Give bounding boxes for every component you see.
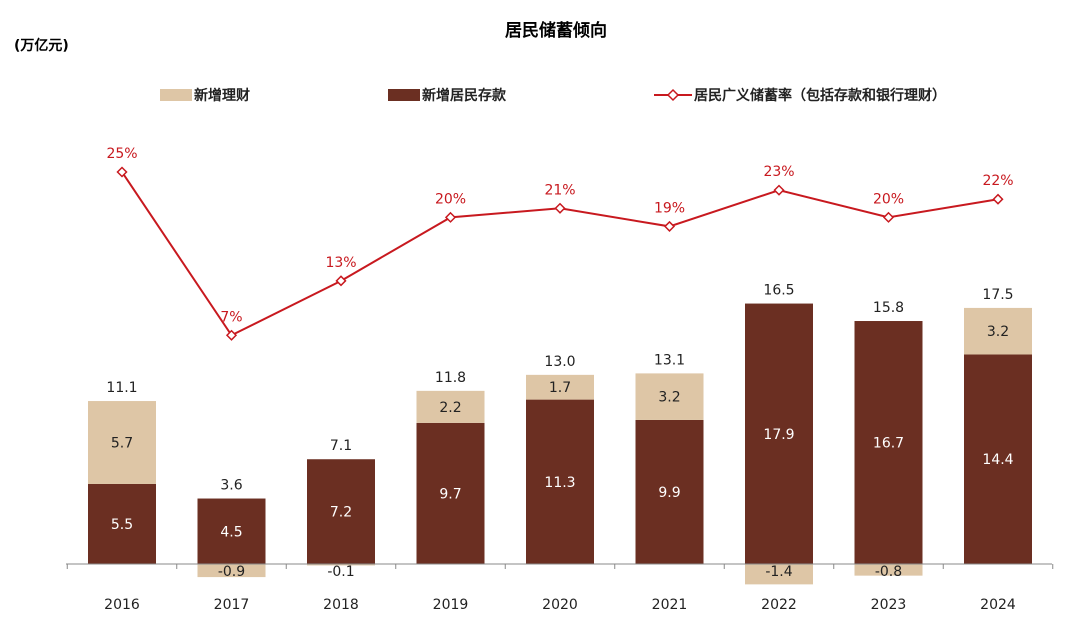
legend: 新增理财 新增居民存款 居民广义储蓄率（包括存款和银行理财） — [160, 87, 946, 104]
x-tick-label-2016: 2016 — [104, 597, 140, 613]
data-label-wealth-2022: -1.4 — [765, 564, 792, 580]
data-label-total-2022: 16.5 — [763, 283, 794, 299]
chart-title: 居民储蓄倾向 — [505, 20, 607, 41]
data-label-deposit-2020: 11.3 — [544, 475, 575, 491]
bar-wealth-2022 — [745, 564, 813, 585]
bar-wealth-2019 — [416, 390, 485, 423]
bar-wealth-2016 — [88, 401, 156, 484]
unit-label: (万亿元) — [14, 37, 69, 54]
bar-labels: 5.5 5.7 11.1 4.5 -0.9 3.6 7.2 -0.1 7.1 9.7 2.2 11.8… — [106, 283, 1013, 580]
data-label-deposit-2016: 5.5 — [111, 517, 133, 533]
savings-rate-point-2019 — [444, 211, 457, 223]
savings-rate-point-2021 — [663, 220, 676, 232]
data-label-wealth-2020: 1.7 — [549, 380, 571, 396]
savings-rate-point-2024 — [992, 193, 1004, 205]
data-label-total-2017: 3.6 — [220, 478, 242, 494]
savings-rate-line-layer: 25% 7% 13% 20% 21% 19% 23% 20% 22% — [106, 146, 1014, 341]
legend-item-deposit: 新增居民存款 — [388, 87, 507, 104]
bar-wealth-2021 — [635, 373, 704, 420]
savings-rate-label-2020: 21% — [544, 182, 575, 198]
bar-wealth-2018 — [307, 564, 375, 566]
bar-deposit-2017 — [197, 498, 266, 564]
data-label-deposit-2021: 9.9 — [658, 485, 680, 501]
data-label-deposit-2022: 17.9 — [763, 427, 794, 443]
data-label-wealth-2016: 5.7 — [111, 436, 133, 452]
bars-layer — [88, 303, 1032, 585]
savings-rate-label-2024: 22% — [982, 173, 1013, 189]
data-label-wealth-2024: 3.2 — [987, 324, 1009, 340]
data-label-deposit-2019: 9.7 — [439, 486, 461, 502]
savings-rate-label-2023: 20% — [873, 191, 904, 207]
legend-diamond-icon — [666, 88, 680, 102]
data-label-total-2023: 15.8 — [873, 300, 904, 316]
savings-rate-label-2019: 20% — [435, 191, 466, 207]
savings-rate-point-2016 — [116, 166, 128, 178]
x-tick-label-2023: 2023 — [871, 597, 907, 613]
savings-rate-label-2018: 13% — [325, 255, 356, 271]
savings-rate-label-2016: 25% — [106, 146, 137, 162]
legend-label-wealth: 新增理财 — [194, 87, 250, 104]
bar-deposit-2022 — [745, 303, 813, 564]
data-label-wealth-2021: 3.2 — [658, 390, 680, 406]
x-tick-label-2020: 2020 — [542, 597, 578, 613]
savings-rate-point-2022 — [773, 184, 785, 196]
legend-item-savings-rate: 居民广义储蓄率（包括存款和银行理财） — [654, 87, 946, 104]
x-tick-label-2022: 2022 — [761, 597, 797, 613]
legend-item-wealth: 新增理财 — [160, 87, 250, 104]
data-label-deposit-2017: 4.5 — [220, 524, 242, 540]
data-label-total-2021: 13.1 — [654, 352, 685, 368]
savings-rate-point-2023 — [882, 211, 895, 223]
bar-wealth-2020 — [526, 374, 594, 400]
bar-deposit-2019 — [416, 422, 485, 564]
x-tick-label-2021: 2021 — [652, 597, 688, 613]
bar-wealth-2017 — [197, 564, 266, 578]
data-label-wealth-2017: -0.9 — [218, 564, 245, 580]
x-tick-label-2018: 2018 — [323, 597, 359, 613]
data-label-wealth-2019: 2.2 — [439, 400, 461, 416]
data-label-total-2020: 13.0 — [544, 354, 575, 370]
bar-deposit-2016 — [88, 483, 156, 564]
x-tick-label-2024: 2024 — [980, 597, 1016, 613]
legend-label-deposit: 新增居民存款 — [422, 87, 507, 104]
data-label-deposit-2023: 16.7 — [873, 436, 904, 452]
bar-wealth-2023 — [854, 564, 923, 576]
data-label-deposit-2024: 14.4 — [982, 452, 1013, 468]
data-label-deposit-2018: 7.2 — [330, 505, 352, 521]
data-label-total-2024: 17.5 — [982, 287, 1013, 303]
legend-swatch-deposit — [388, 89, 420, 101]
x-axis: 2016 2017 2018 2019 2020 2021 2022 2023 2024 — [66, 563, 1054, 613]
data-label-wealth-2018: -0.1 — [327, 564, 354, 580]
legend-label-savings-rate: 居民广义储蓄率（包括存款和银行理财） — [694, 87, 946, 104]
x-tick-label-2017: 2017 — [214, 597, 250, 613]
bar-deposit-2024 — [964, 354, 1032, 564]
bar-deposit-2018 — [307, 459, 375, 564]
data-label-wealth-2023: -0.8 — [875, 564, 902, 580]
bar-deposit-2021 — [635, 419, 704, 564]
savings-rate-label-2021: 19% — [654, 200, 685, 216]
savings-rate-label-2022: 23% — [763, 164, 794, 180]
bar-wealth-2024 — [964, 307, 1032, 355]
data-label-total-2018: 7.1 — [330, 438, 352, 454]
savings-rate-point-2020 — [554, 202, 566, 214]
bar-deposit-2023 — [854, 321, 923, 564]
savings-rate-point-2017 — [225, 329, 238, 341]
data-label-total-2019: 11.8 — [435, 370, 466, 386]
legend-swatch-wealth — [160, 89, 192, 101]
x-tick-label-2019: 2019 — [433, 597, 469, 613]
savings-rate-label-2017: 7% — [220, 309, 242, 325]
savings-rate-point-2018 — [335, 275, 347, 287]
bar-deposit-2020 — [526, 399, 594, 564]
data-label-total-2016: 11.1 — [106, 380, 137, 396]
